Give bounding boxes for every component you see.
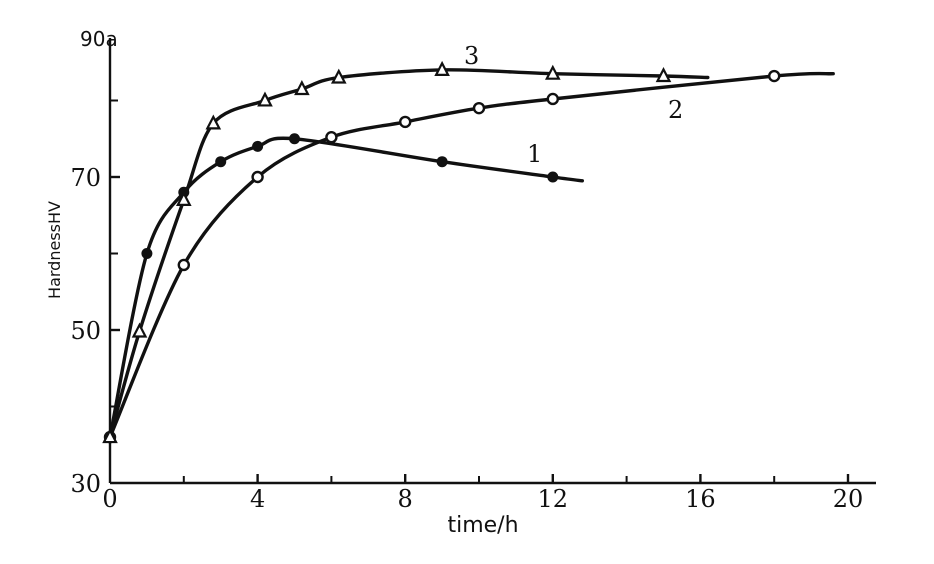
curve-labels: 1 2 3 (464, 42, 683, 168)
tick-labels: 0 4 8 12 16 20 30 50 70 (70, 164, 863, 513)
x-axis-title: time/h (447, 513, 518, 538)
data-point-series-2 (472, 101, 486, 115)
x-tick-label: 0 (102, 485, 117, 513)
data-point-series-3 (205, 114, 222, 130)
data-point-series-3 (102, 428, 118, 444)
x-tick-label: 16 (685, 485, 716, 513)
y-tick-label: 50 (70, 317, 101, 345)
data-point-series-1 (436, 156, 448, 168)
data-point-series-2 (768, 69, 781, 83)
y-tick-label: 70 (70, 164, 101, 192)
data-point-series-2 (546, 92, 559, 106)
x-tick-label: 4 (250, 485, 265, 513)
y-axis-top-label: 90a (80, 27, 118, 51)
series-markers (102, 60, 781, 444)
data-point-series-3 (434, 60, 450, 76)
data-point-series-3 (257, 91, 273, 107)
data-point-series-1 (547, 171, 559, 183)
ticks (110, 99, 850, 483)
data-point-series-3 (175, 190, 192, 206)
y-axis-title: HardnessHV (45, 201, 64, 299)
data-point-series-1 (141, 248, 153, 259)
data-point-series-2 (325, 131, 338, 144)
series-label-2: 2 (668, 96, 683, 124)
x-tick-label: 8 (398, 485, 413, 513)
series-label-3: 3 (464, 42, 479, 70)
data-point-series-2 (177, 258, 191, 272)
data-point-series-3 (131, 322, 148, 338)
series-line-1 (108, 136, 584, 439)
data-point-series-3 (330, 68, 347, 84)
y-tick-label: 30 (70, 470, 101, 498)
data-point-series-3 (294, 80, 310, 96)
x-tick-label: 12 (538, 485, 569, 513)
data-point-series-2 (251, 170, 264, 184)
data-point-series-3 (655, 67, 672, 83)
data-point-series-3 (544, 64, 561, 80)
data-point-series-2 (399, 115, 412, 129)
data-point-series-1 (252, 140, 264, 152)
data-point-series-1 (289, 133, 300, 145)
data-point-series-1 (215, 156, 227, 168)
axes (108, 38, 876, 485)
series-label-1: 1 (527, 140, 542, 168)
x-tick-label: 20 (833, 485, 864, 513)
